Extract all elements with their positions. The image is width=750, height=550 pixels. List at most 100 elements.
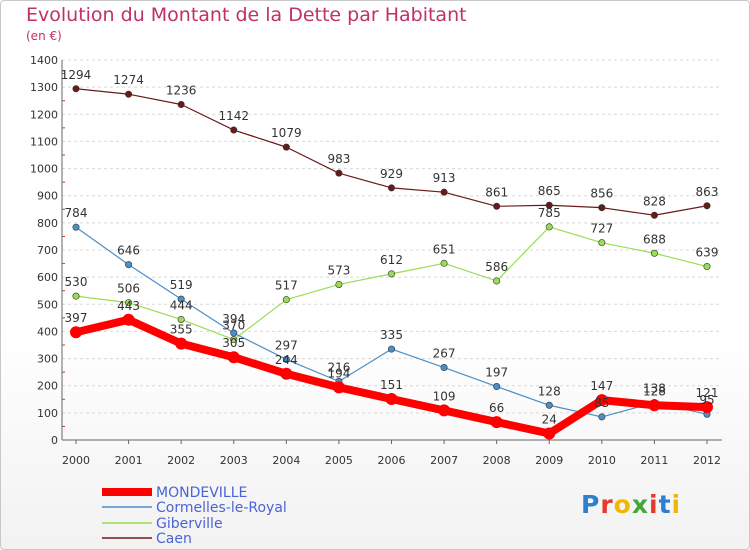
data-label: 24 bbox=[542, 412, 557, 426]
data-point bbox=[122, 313, 135, 326]
data-point bbox=[598, 413, 606, 421]
data-label: 197 bbox=[485, 366, 508, 380]
data-point bbox=[177, 295, 185, 303]
data-point bbox=[72, 85, 80, 93]
x-tick-label: 2010 bbox=[588, 454, 616, 467]
data-label: 517 bbox=[275, 279, 298, 293]
data-point bbox=[335, 280, 343, 288]
data-label: 147 bbox=[590, 379, 613, 393]
data-label: 1142 bbox=[218, 109, 249, 123]
data-label: 95 bbox=[699, 393, 714, 407]
data-point bbox=[280, 367, 293, 380]
data-label: 85 bbox=[594, 396, 609, 410]
data-label: 861 bbox=[485, 185, 508, 199]
chart-unit: (en €) bbox=[26, 29, 62, 43]
x-tick-label: 2011 bbox=[640, 454, 668, 467]
y-tick-label: 900 bbox=[37, 190, 58, 203]
x-tick-label: 2002 bbox=[167, 454, 195, 467]
y-tick-label: 800 bbox=[37, 217, 58, 230]
data-point bbox=[282, 355, 290, 363]
y-tick-label: 0 bbox=[51, 434, 58, 447]
y-tick-label: 700 bbox=[37, 244, 58, 257]
data-label: 865 bbox=[538, 184, 561, 198]
data-point bbox=[440, 364, 448, 372]
y-tick-label: 600 bbox=[37, 271, 58, 284]
data-point bbox=[177, 315, 185, 323]
data-label: 109 bbox=[433, 389, 456, 403]
data-label: 651 bbox=[433, 242, 456, 256]
data-point bbox=[701, 401, 713, 414]
data-point bbox=[595, 394, 608, 407]
x-tick-label: 2000 bbox=[62, 454, 90, 467]
data-label: 305 bbox=[222, 336, 245, 350]
data-point bbox=[282, 296, 290, 304]
data-label: 151 bbox=[380, 378, 403, 392]
data-point bbox=[543, 427, 556, 440]
data-point bbox=[703, 202, 711, 210]
x-tick-label: 2009 bbox=[535, 454, 563, 467]
x-tick-label: 2012 bbox=[693, 454, 721, 467]
data-label: 335 bbox=[380, 328, 403, 342]
data-label: 983 bbox=[327, 152, 350, 166]
chart-title: Evolution du Montant de la Dette par Hab… bbox=[26, 4, 467, 26]
data-label: 128 bbox=[538, 384, 561, 398]
grid bbox=[62, 59, 722, 441]
data-label: 121 bbox=[696, 386, 719, 400]
data-label: 646 bbox=[117, 244, 140, 258]
data-label: 863 bbox=[696, 185, 719, 199]
data-point bbox=[440, 259, 448, 267]
x-tick-label: 2006 bbox=[378, 454, 406, 467]
x-tick-label: 2004 bbox=[272, 454, 300, 467]
y-tick-label: 500 bbox=[37, 298, 58, 311]
x-tick-label: 2001 bbox=[115, 454, 143, 467]
data-label: 688 bbox=[643, 232, 666, 246]
x-tick-label: 2008 bbox=[483, 454, 511, 467]
data-label: 586 bbox=[485, 260, 508, 274]
data-point bbox=[648, 399, 661, 412]
data-point bbox=[387, 184, 395, 192]
y-tick-label: 400 bbox=[37, 325, 58, 338]
data-point bbox=[227, 351, 240, 364]
y-tick-label: 1000 bbox=[30, 163, 58, 176]
data-point bbox=[493, 383, 501, 391]
legend-label: MONDEVILLE bbox=[156, 485, 247, 501]
data-point bbox=[650, 211, 658, 219]
data-labels: 1294 1274 1236 1142 1079 983 929 913 861 865 856 82… bbox=[61, 68, 719, 427]
data-label: 639 bbox=[696, 246, 719, 260]
legend-label: Caen bbox=[156, 531, 192, 547]
data-label: 1274 bbox=[113, 73, 144, 87]
data-label: 612 bbox=[380, 253, 403, 267]
data-label: 506 bbox=[117, 282, 140, 296]
y-tick-label: 100 bbox=[37, 407, 58, 420]
data-label: 397 bbox=[65, 311, 88, 325]
data-point bbox=[332, 381, 345, 394]
legend: MONDEVILLECormelles-le-RoyalGibervilleCa… bbox=[102, 485, 287, 547]
data-label: 913 bbox=[433, 171, 456, 185]
data-label: 394 bbox=[222, 312, 245, 326]
data-point bbox=[125, 299, 133, 307]
data-point bbox=[387, 270, 395, 278]
data-label: 244 bbox=[275, 353, 298, 367]
data-point bbox=[125, 261, 133, 269]
data-point bbox=[703, 263, 711, 271]
data-point bbox=[545, 401, 553, 409]
data-label: 828 bbox=[643, 194, 666, 208]
data-label: 727 bbox=[590, 222, 613, 236]
data-label: 856 bbox=[590, 187, 613, 201]
data-point bbox=[230, 329, 238, 337]
data-label: 530 bbox=[65, 275, 88, 289]
data-point bbox=[72, 292, 80, 300]
data-label: 216 bbox=[327, 360, 350, 374]
data-point bbox=[72, 223, 80, 231]
x-tick-label: 2007 bbox=[430, 454, 458, 467]
data-label: 929 bbox=[380, 167, 403, 181]
data-label: 443 bbox=[117, 299, 140, 313]
x-tick-label: 2005 bbox=[325, 454, 353, 467]
y-tick-label: 200 bbox=[37, 380, 58, 393]
x-tick-label: 2003 bbox=[220, 454, 248, 467]
data-point bbox=[440, 188, 448, 196]
data-point bbox=[438, 404, 451, 417]
y-tick-label: 1100 bbox=[30, 135, 58, 148]
